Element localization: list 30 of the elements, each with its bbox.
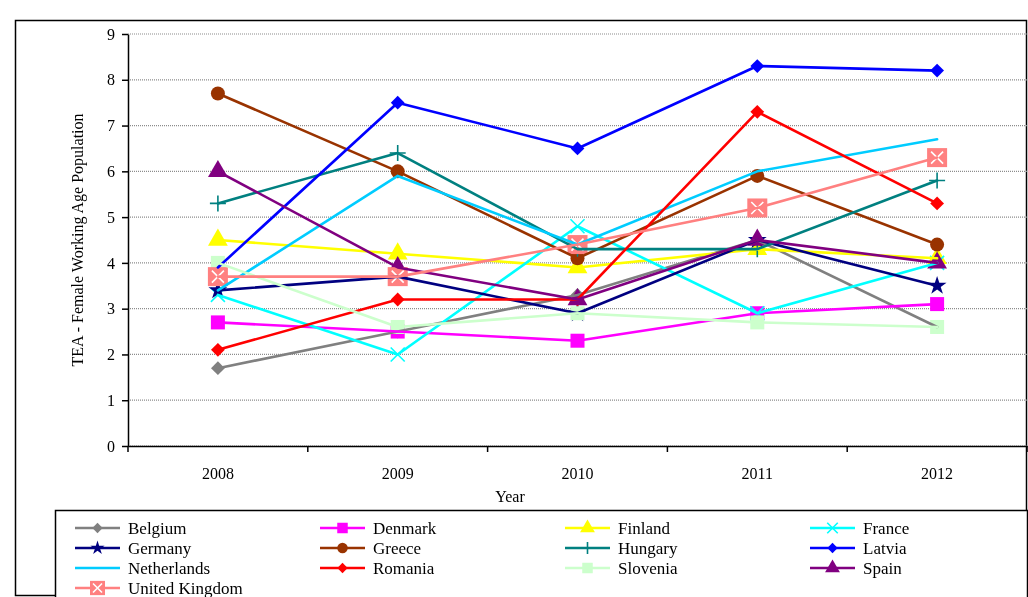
- legend-label: Denmark: [373, 518, 437, 538]
- legend-label: Romania: [373, 558, 435, 578]
- y-tick-label: 8: [107, 71, 115, 89]
- y-tick-label: 0: [107, 437, 115, 455]
- legend-label: Spain: [863, 558, 903, 578]
- legend-label: Belgium: [128, 518, 187, 538]
- legend-label: Netherlands: [128, 558, 211, 578]
- y-tick-label: 4: [107, 254, 115, 272]
- y-tick-label: 1: [107, 391, 115, 409]
- y-tick-label: 9: [107, 25, 115, 43]
- y-tick-label: 6: [107, 162, 115, 180]
- x-axis-title: Year: [495, 488, 526, 505]
- legend-label: Slovenia: [618, 558, 678, 578]
- y-tick-label: 7: [107, 117, 115, 135]
- legend-label: United Kingdom: [128, 578, 243, 597]
- legend-label: France: [863, 518, 910, 538]
- x-tick-label: 2008: [201, 465, 234, 483]
- y-tick-label: 2: [107, 346, 115, 364]
- x-tick-label: 2011: [741, 465, 773, 483]
- y-axis-title: TEA - Female Working Age Population: [69, 113, 87, 367]
- x-tick-label: 2009: [381, 465, 414, 483]
- legend-label: Finland: [618, 518, 671, 538]
- legend-label: Germany: [128, 538, 192, 558]
- y-tick-label: 5: [107, 208, 115, 226]
- x-tick-label: 2010: [561, 465, 594, 483]
- legend-label: Latvia: [863, 538, 907, 558]
- legend-label: Greece: [373, 538, 422, 558]
- x-tick-label: 2012: [921, 465, 954, 483]
- y-tick-label: 3: [107, 300, 115, 318]
- legend-label: Hungary: [618, 538, 678, 558]
